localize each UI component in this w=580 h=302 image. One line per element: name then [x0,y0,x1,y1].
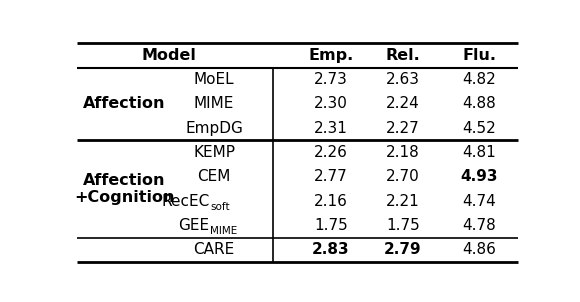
Text: 4.93: 4.93 [461,169,498,184]
Text: Affection
+Cognition: Affection +Cognition [74,173,175,205]
Text: 2.73: 2.73 [314,72,348,87]
Text: 4.82: 4.82 [462,72,496,87]
Text: 1.75: 1.75 [386,218,420,233]
Text: MIME: MIME [194,96,234,111]
Text: 4.88: 4.88 [462,96,496,111]
Text: 2.31: 2.31 [314,121,348,136]
Text: 2.16: 2.16 [314,194,348,209]
Text: 2.63: 2.63 [386,72,420,87]
Text: soft: soft [211,202,230,212]
Text: CARE: CARE [194,242,235,257]
Text: 2.83: 2.83 [312,242,350,257]
Text: CEM: CEM [197,169,231,184]
Text: Emp.: Emp. [309,48,354,63]
Text: 4.81: 4.81 [462,145,496,160]
Text: GEE: GEE [179,218,209,233]
Text: 4.52: 4.52 [462,121,496,136]
Text: KEMP: KEMP [193,145,235,160]
Text: 2.27: 2.27 [386,121,420,136]
Text: EmpDG: EmpDG [185,121,243,136]
Text: Affection: Affection [83,96,165,111]
Text: 2.30: 2.30 [314,96,348,111]
Text: 2.24: 2.24 [386,96,420,111]
Text: Rel.: Rel. [386,48,420,63]
Text: 4.78: 4.78 [462,218,496,233]
Text: 2.70: 2.70 [386,169,420,184]
Text: 2.77: 2.77 [314,169,348,184]
Text: Model: Model [142,48,197,63]
Text: 4.74: 4.74 [462,194,496,209]
Text: MoEL: MoEL [194,72,234,87]
Text: 1.75: 1.75 [314,218,348,233]
Text: 4.86: 4.86 [462,242,496,257]
Text: 2.21: 2.21 [386,194,420,209]
Text: Flu.: Flu. [462,48,496,63]
Text: 2.26: 2.26 [314,145,348,160]
Text: RecEC: RecEC [161,194,209,209]
Text: MIME: MIME [211,226,238,236]
Text: 2.18: 2.18 [386,145,420,160]
Text: 2.79: 2.79 [384,242,422,257]
